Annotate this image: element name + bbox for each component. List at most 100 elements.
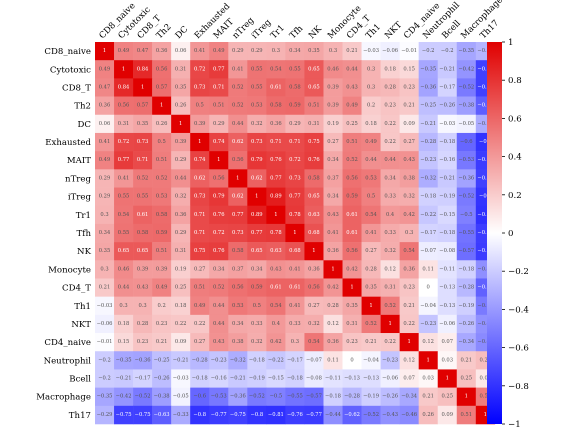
cell-value-label: −0.26 [439,103,455,109]
cell-value-label: 0.41 [289,266,301,272]
heatmap-cell [361,260,381,279]
heatmap-cell [456,242,477,261]
heatmap-cell [437,151,458,170]
heatmap-cell [323,187,343,207]
heatmap-cell [133,114,153,134]
heatmap-cell [95,314,115,334]
heatmap-cell [323,351,343,370]
cell-value-label: −0.17 [420,230,436,236]
cell-value-label: 1 [255,194,258,200]
heatmap-cell [228,114,248,134]
cell-value-label: 0.53 [365,175,377,181]
cell-value-label: 0.22 [194,321,206,327]
cell-value-label: 0.49 [118,48,130,54]
cell-value-label: 0.54 [403,248,415,254]
heatmap-cell [133,169,153,188]
heatmap-cell [152,96,172,116]
heatmap-cell [380,132,400,152]
heatmap-cell [361,151,381,170]
heatmap-cell [133,278,153,297]
heatmap-cell [285,278,305,297]
cell-value-label: 1 [179,121,182,127]
heatmap-cell [209,96,229,116]
heatmap-cell [247,314,267,334]
heatmap-cell [361,114,381,134]
heatmap-cell [95,351,115,370]
cell-value-label: −0.42 [458,66,474,72]
heatmap-cell [95,369,115,388]
cell-value-label: 0.29 [289,121,301,127]
cell-value-label: 0.34 [327,194,339,200]
cell-value-label: 0.71 [270,139,282,145]
cell-value-label: 0.56 [213,175,225,181]
cell-value-label: −0.23 [420,157,436,163]
heatmap-cell [209,78,229,97]
cell-value-label: −0.5 [460,212,473,218]
cell-value-label: 0.43 [137,285,149,291]
heatmap-cell [247,42,267,61]
cell-value-label: 0.11 [422,266,434,272]
heatmap-cell [114,60,134,79]
cell-value-label: −0.06 [382,48,398,54]
heatmap-cell [114,369,134,388]
cell-value-label: −0.01 [401,48,417,54]
cell-value-label: 0.61 [137,212,149,218]
cell-value-label: 0.79 [213,194,225,200]
cell-value-label: −0.75 [477,84,493,90]
heatmap-cell [95,114,115,134]
cell-value-label: −0.15 [439,212,455,218]
heatmap-cell [190,278,210,297]
cell-value-label: 0.71 [137,157,149,163]
cell-value-label: −0.04 [363,357,380,363]
heatmap-cell [171,151,191,170]
heatmap-cell [171,60,191,79]
heatmap-cell [228,387,248,407]
cell-value-label: 0.61 [346,212,358,218]
cell-value-label: −0.52 [458,84,474,90]
heatmap-cell [114,96,134,116]
cell-value-label: 0.25 [175,285,187,291]
cell-value-label: −0.53 [211,394,227,400]
heatmap-cell [190,151,210,170]
cell-value-label: 0.37 [232,266,244,272]
cell-value-label: 0.53 [156,194,168,200]
heatmap-cell [247,387,267,407]
heatmap-cell [399,296,419,316]
cell-value-label: 0.36 [327,248,339,254]
cell-value-label: 0.34 [384,175,396,181]
row-label: Tr1 [76,211,91,221]
heatmap-cell [342,223,362,243]
heatmap-cell [114,223,134,243]
colorbar: 1 0.8 0.6 0.4 0.2 0 −0.2 −0.4 −0.6 −0.8 −1 [487,38,529,430]
cell-value-label: 0.84 [137,66,149,72]
heatmap-cell [380,405,400,425]
heatmap-cell [266,96,286,116]
heatmap-cell [95,405,115,425]
heatmap-cell [228,260,248,279]
heatmap-cell [209,387,229,407]
heatmap-cell [228,351,248,370]
heatmap-cell [114,260,134,279]
heatmap-cell [152,78,172,97]
heatmap-cell [399,96,419,116]
cell-value-label: 0.74 [194,157,206,163]
cell-value-label: 0.56 [156,66,168,72]
heatmap-cell [437,114,458,134]
heatmap-cell [171,405,191,425]
heatmap-cell [152,333,172,352]
cell-value-label: 0.52 [384,303,396,309]
cell-value-label: 1 [293,230,296,236]
heatmap-cell [266,114,286,134]
cell-value-label: 0.31 [175,66,187,72]
cell-value-label: −0.2 [422,48,435,54]
heatmap-cell [380,351,400,370]
heatmap-cell [437,132,458,152]
heatmap-cell [209,187,229,207]
heatmap-cell [266,333,286,352]
heatmap-cell [399,278,419,297]
heatmap-cell [152,223,172,243]
cell-value-label: 0.78 [270,230,282,236]
cell-value-label: 0.32 [251,121,263,127]
heatmap-cell [361,78,381,97]
heatmap-cell [114,296,134,316]
